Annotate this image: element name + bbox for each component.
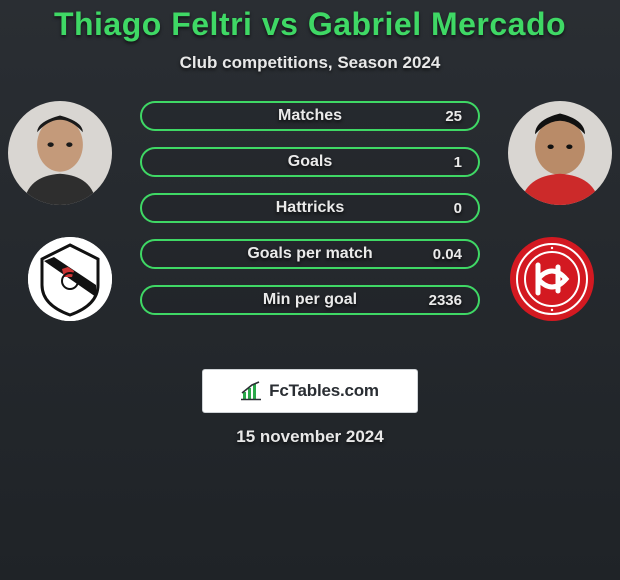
stat-row: Min per goal 2336: [140, 285, 480, 315]
stat-label: Matches: [278, 107, 342, 125]
stat-row: Goals 1: [140, 147, 480, 177]
stat-label: Min per goal: [263, 291, 357, 309]
site-logo[interactable]: FcTables.com: [202, 369, 418, 413]
stat-value: 25: [445, 108, 462, 125]
subtitle: Club competitions, Season 2024: [0, 53, 620, 73]
stat-value: 0: [454, 200, 462, 217]
comparison-card: Thiago Feltri vs Gabriel Mercado Club co…: [0, 0, 620, 447]
player-left-avatar: [8, 101, 112, 205]
page-title: Thiago Feltri vs Gabriel Mercado: [0, 6, 620, 43]
main-area: Matches 25 Goals 1 Hattricks 0 Goals per…: [0, 101, 620, 361]
player-photo-icon: [508, 101, 612, 205]
stat-label: Hattricks: [276, 199, 344, 217]
stat-value: 1: [454, 154, 462, 171]
snapshot-date: 15 november 2024: [0, 427, 620, 447]
stat-value: 0.04: [433, 246, 462, 263]
site-logo-text: FcTables.com: [269, 381, 379, 401]
stat-row: Matches 25: [140, 101, 480, 131]
bar-chart-icon: [241, 381, 263, 401]
stat-row: Goals per match 0.04: [140, 239, 480, 269]
stat-label: Goals: [288, 153, 332, 171]
stats-list: Matches 25 Goals 1 Hattricks 0 Goals per…: [140, 101, 480, 331]
club-left-badge: [28, 237, 112, 321]
stat-label: Goals per match: [247, 245, 372, 263]
stat-value: 2336: [429, 292, 462, 309]
player-photo-icon: [8, 101, 112, 205]
stat-row: Hattricks 0: [140, 193, 480, 223]
player-right-avatar: [508, 101, 612, 205]
vasco-badge-icon: [28, 237, 112, 321]
club-right-badge: [510, 237, 594, 321]
internacional-badge-icon: [510, 237, 594, 321]
